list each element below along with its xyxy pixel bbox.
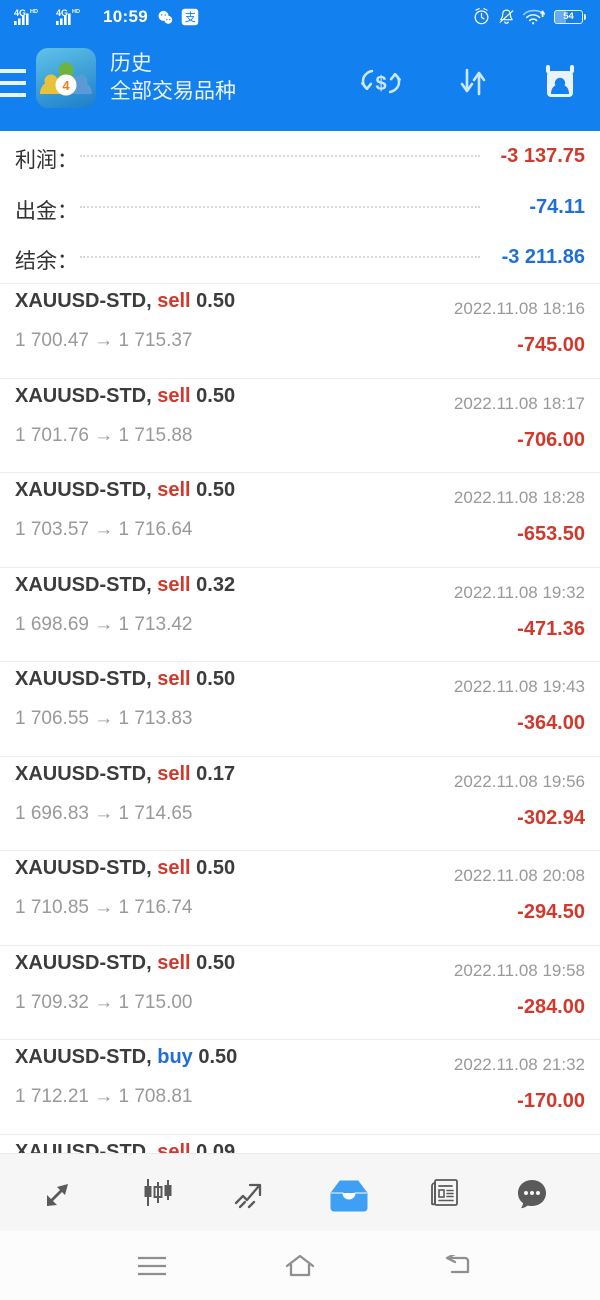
svg-text:HD: HD bbox=[30, 9, 38, 15]
svg-text:$: $ bbox=[375, 73, 386, 95]
svg-text:支: 支 bbox=[185, 11, 196, 24]
svg-text:HD: HD bbox=[72, 9, 80, 15]
svg-text:4: 4 bbox=[62, 78, 70, 93]
